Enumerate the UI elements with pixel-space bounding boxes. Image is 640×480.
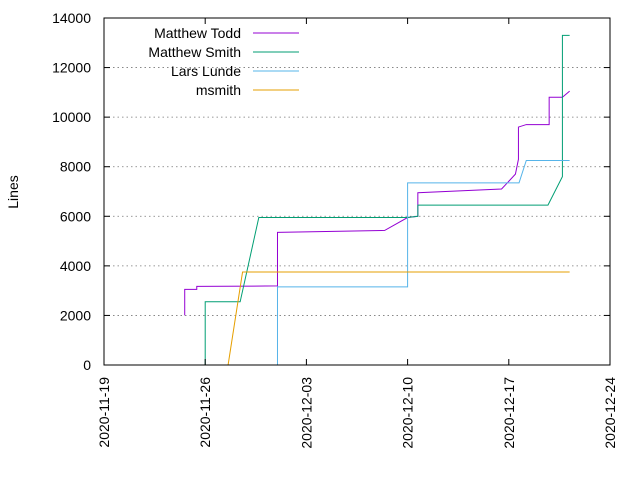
legend-entry-label: Lars Lunde xyxy=(171,63,241,79)
x-axis-ticks: 2020-11-19 2020-11-26 2020-12-03 2020-12-10… xyxy=(96,18,618,449)
y-tick-label: 8000 xyxy=(60,159,91,175)
y-tick-label: 0 xyxy=(83,357,91,373)
x-tick-label: 2020-12-17 xyxy=(501,377,517,449)
grid-lines xyxy=(104,67,610,316)
series-line-0 xyxy=(184,90,570,316)
series-lines xyxy=(184,34,570,366)
y-axis-ticks: 0 2000 4000 6000 8000 10000 12000 14000 xyxy=(52,10,610,373)
y-tick-label: 6000 xyxy=(60,208,91,224)
y-tick-label: 12000 xyxy=(52,60,91,76)
y-tick-label: 10000 xyxy=(52,109,91,125)
x-tick-label: 2020-11-19 xyxy=(96,377,112,448)
y-axis-label: Lines xyxy=(5,175,21,208)
y-tick-label: 14000 xyxy=(52,10,91,26)
x-tick-label: 2020-12-03 xyxy=(298,377,314,449)
x-tick-label: 2020-11-26 xyxy=(197,377,213,448)
y-tick-label: 2000 xyxy=(60,307,91,323)
x-tick-label: 2020-12-24 xyxy=(602,377,618,449)
series-line-2 xyxy=(276,160,570,365)
legend: Matthew Todd Matthew Smith Lars Lunde msmit… xyxy=(148,25,299,98)
plot-frame xyxy=(103,17,611,366)
legend-entry-label: Matthew Smith xyxy=(148,44,241,60)
x-tick-label: 2020-12-10 xyxy=(400,377,416,449)
y-tick-label: 4000 xyxy=(60,258,91,274)
series-line-3 xyxy=(227,271,570,366)
series-line-1 xyxy=(204,34,570,365)
legend-entry-label: Matthew Todd xyxy=(154,25,241,41)
legend-entry-label: msmith xyxy=(196,82,241,98)
